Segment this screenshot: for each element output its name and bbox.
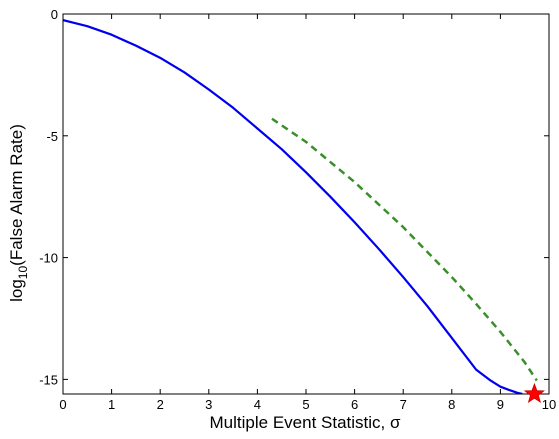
x-tick-label: 6: [351, 397, 358, 412]
x-axis-label: Multiple Event Statistic, σ: [210, 413, 401, 432]
x-tick-label: 1: [108, 397, 115, 412]
dashed-series-line: [271, 117, 538, 382]
y-tick-label: -10: [39, 251, 58, 266]
y-tick-label: 0: [51, 7, 58, 22]
y-axis-label-rest: (False Alarm Rate): [7, 124, 26, 266]
y-axis-label: log10(False Alarm Rate): [7, 124, 30, 302]
y-axis-ticks: 0 -5 -10 -15: [39, 7, 549, 387]
y-tick-label: -5: [46, 129, 58, 144]
x-tick-label: 2: [157, 397, 164, 412]
x-tick-label: 0: [59, 397, 66, 412]
plot-background: [63, 14, 549, 394]
y-tick-label: -15: [39, 372, 58, 387]
x-tick-label: 3: [205, 397, 212, 412]
x-tick-label: 5: [302, 397, 309, 412]
x-axis-ticks: 0 1 2 3 4 5 6 7 8 9 10: [59, 14, 556, 412]
y-axis-label-subscript: 10: [16, 266, 30, 280]
star-marker: [523, 382, 546, 404]
plot-area: [62, 13, 550, 404]
x-tick-label: 8: [448, 397, 455, 412]
x-tick-label: 9: [497, 397, 504, 412]
solid-series-line: [63, 19, 523, 394]
y-axis-label-log: log: [7, 279, 26, 302]
series-group: [63, 19, 538, 394]
x-tick-label: 4: [254, 397, 261, 412]
x-tick-label: 10: [542, 397, 556, 412]
x-tick-label: 7: [400, 397, 407, 412]
